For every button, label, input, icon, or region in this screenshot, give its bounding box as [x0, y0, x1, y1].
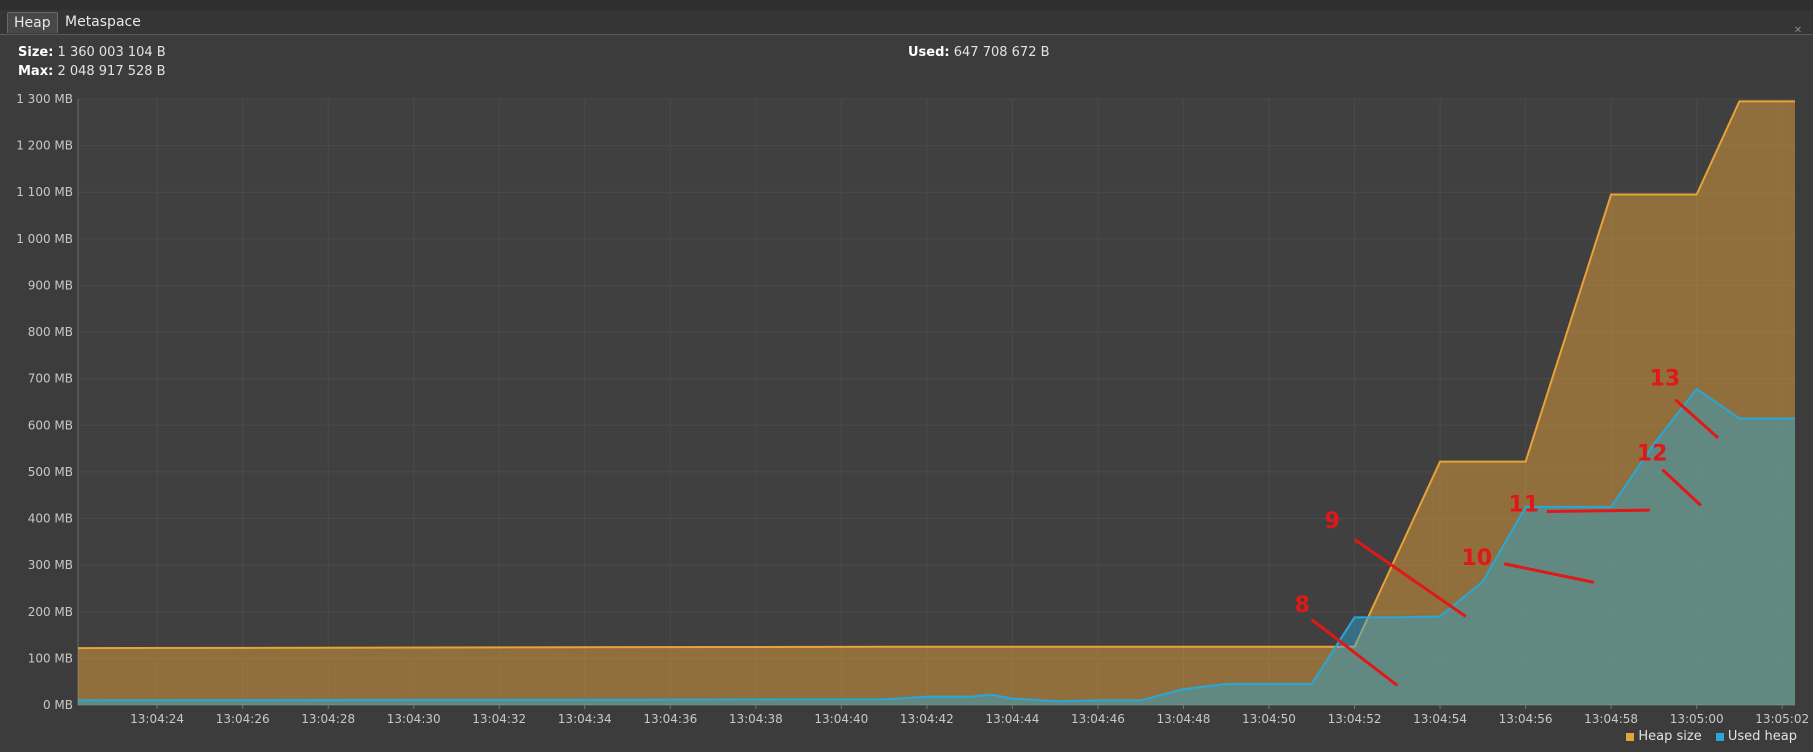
annotation-10-line	[1503, 562, 1595, 584]
heap-size-info: Size: 1 360 003 104 B	[18, 45, 166, 60]
heap-size-area	[78, 101, 1795, 706]
y-tick-label: 800 MB	[28, 325, 73, 339]
legend-item-heap-size: Heap size	[1626, 729, 1702, 744]
max-label: Max:	[18, 64, 54, 79]
annotation-9-line	[1353, 538, 1467, 618]
x-tick-label: 13:04:34	[558, 712, 612, 726]
y-tick-label: 600 MB	[28, 418, 73, 432]
heap-used-info: Used: 647 708 672 B	[908, 45, 1050, 60]
y-tick-label: 700 MB	[28, 372, 73, 386]
x-tick-label: 13:05:00	[1670, 712, 1724, 726]
chart-legend: Heap size Used heap	[1616, 729, 1797, 744]
y-tick-label: 100 MB	[28, 651, 73, 665]
x-tick-label: 13:04:44	[985, 712, 1039, 726]
annotation-12-line	[1661, 468, 1702, 507]
y-tick-label: 300 MB	[28, 558, 73, 572]
y-tick-label: 900 MB	[28, 278, 73, 292]
heap-max-info: Max: 2 048 917 528 B	[18, 64, 166, 79]
title-strip	[0, 0, 1813, 10]
y-tick-label: 400 MB	[28, 512, 73, 526]
used-heap-area	[78, 388, 1795, 705]
x-tick-label: 13:04:46	[1071, 712, 1125, 726]
annotation-13-line	[1674, 398, 1720, 440]
x-tick-label: 13:04:54	[1413, 712, 1467, 726]
y-tick-label: 1 300 MB	[16, 92, 73, 106]
y-tick-label: 200 MB	[28, 605, 73, 619]
x-tick-label: 13:04:40	[814, 712, 868, 726]
annotation-13-label: 13	[1650, 367, 1681, 392]
x-tick-label: 13:04:26	[216, 712, 270, 726]
x-tick-label: 13:04:52	[1328, 712, 1382, 726]
legend-label-used-heap: Used heap	[1727, 729, 1797, 744]
annotation-10-label: 10	[1461, 546, 1492, 571]
close-icon[interactable]: ✕	[1793, 25, 1803, 36]
tab-bar: Heap Metaspace ✕	[0, 10, 1813, 36]
x-tick-label: 13:04:28	[301, 712, 355, 726]
x-tick-label: 13:04:30	[387, 712, 441, 726]
annotation-12-label: 12	[1637, 441, 1668, 466]
y-tick-label: 500 MB	[28, 465, 73, 479]
legend-label-heap-size: Heap size	[1638, 729, 1702, 744]
x-tick-label: 13:04:58	[1584, 712, 1638, 726]
max-value: 2 048 917 528 B	[57, 64, 166, 79]
annotation-11-label: 11	[1508, 493, 1539, 518]
tab-heap[interactable]: Heap	[7, 12, 58, 33]
plot-area	[78, 99, 1795, 705]
annotation-8-line	[1310, 618, 1399, 687]
used-heap-line	[77, 387, 1795, 703]
x-tick-label: 13:04:42	[900, 712, 954, 726]
annotation-11-line	[1546, 508, 1650, 514]
tab-metaspace[interactable]: Metaspace	[65, 14, 141, 30]
legend-item-used-heap: Used heap	[1715, 729, 1797, 744]
y-tick-label: 1 000 MB	[16, 232, 73, 246]
size-label: Size:	[18, 45, 54, 60]
heap-size-line	[77, 100, 1795, 650]
size-value: 1 360 003 104 B	[57, 45, 166, 60]
used-heap-swatch	[1715, 732, 1724, 741]
x-tick-label: 13:04:56	[1499, 712, 1553, 726]
heap-size-swatch	[1626, 732, 1635, 741]
x-tick-label: 13:04:38	[729, 712, 783, 726]
y-tick-label: 1 200 MB	[16, 139, 73, 153]
x-tick-label: 13:05:02	[1755, 712, 1809, 726]
x-tick-label: 13:04:48	[1157, 712, 1211, 726]
x-tick-label: 13:04:36	[643, 712, 697, 726]
y-tick-label: 0 MB	[43, 698, 73, 712]
annotation-9-label: 9	[1325, 509, 1340, 534]
x-tick-label: 13:04:32	[472, 712, 526, 726]
y-tick-label: 1 100 MB	[16, 185, 73, 199]
annotation-8-label: 8	[1295, 593, 1310, 618]
used-label: Used:	[908, 45, 950, 60]
used-value: 647 708 672 B	[953, 45, 1050, 60]
x-tick-label: 13:04:24	[130, 712, 184, 726]
x-tick-label: 13:04:50	[1242, 712, 1296, 726]
